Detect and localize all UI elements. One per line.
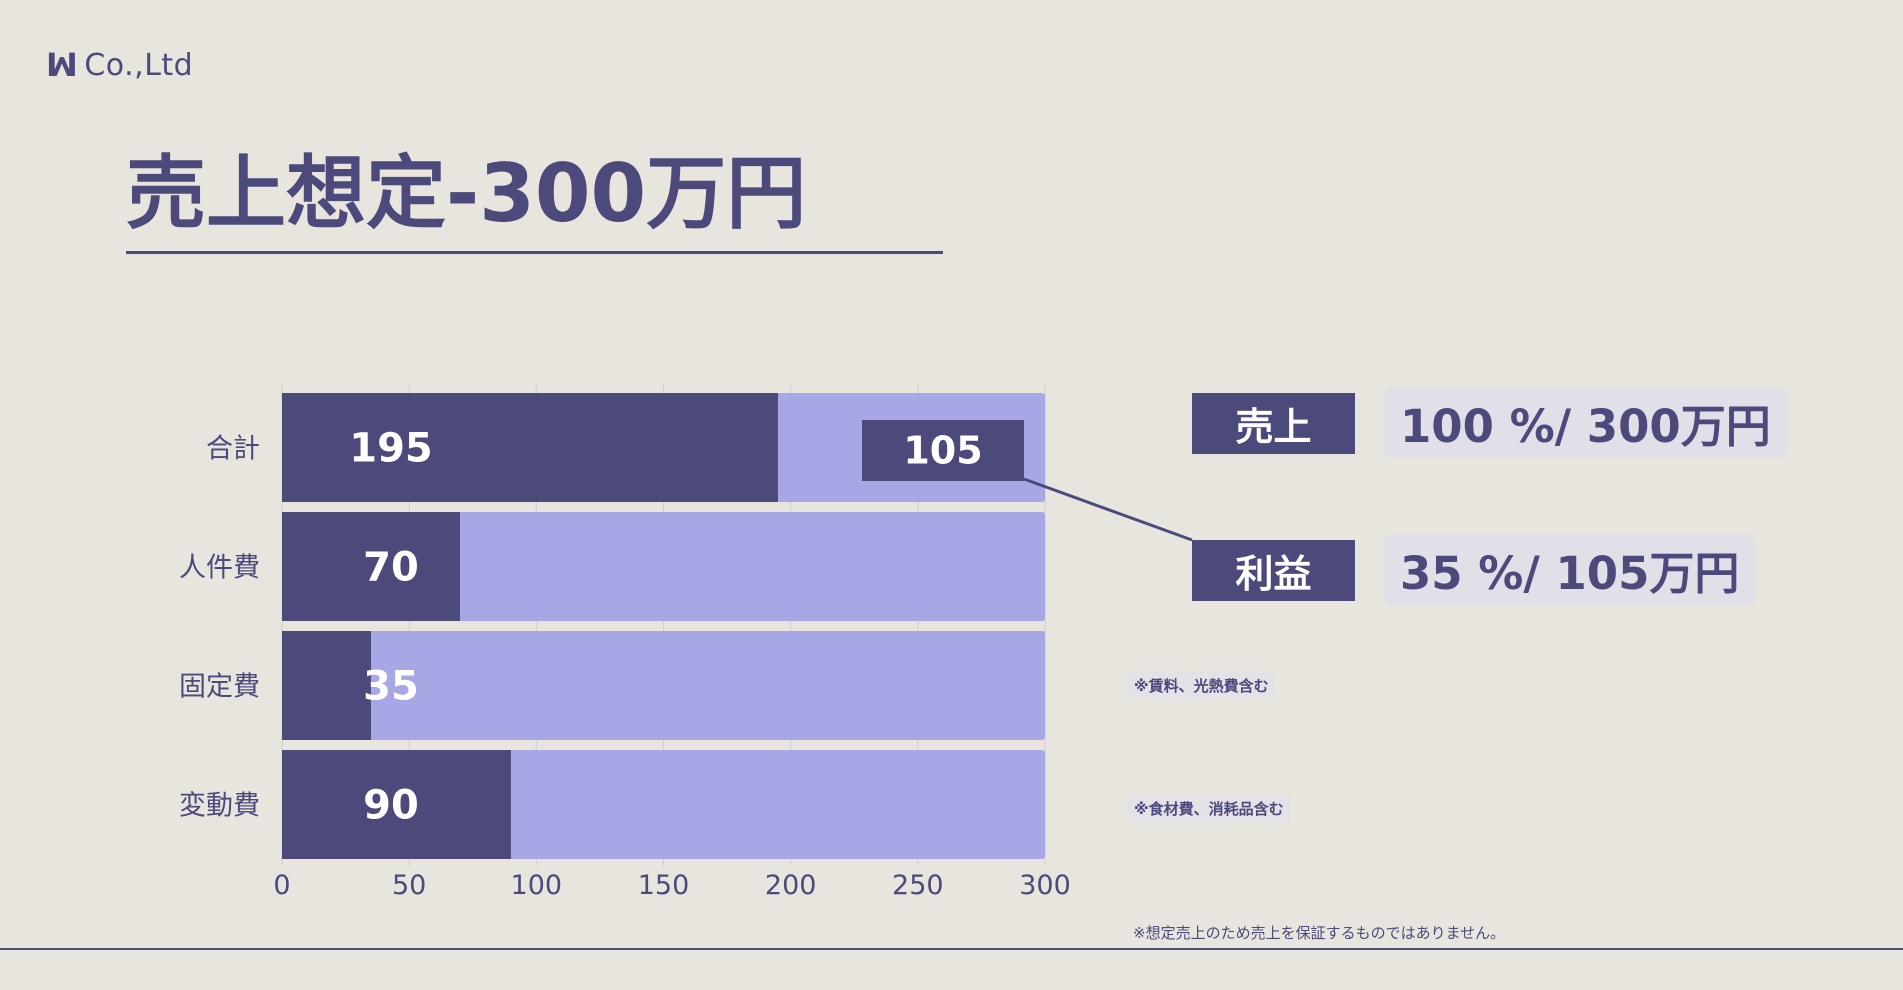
- callout-box: [862, 420, 1024, 481]
- x-tick-label-3: 150: [638, 870, 690, 901]
- x-tick-label-2: 100: [511, 870, 563, 901]
- bar-value-1: [282, 512, 461, 621]
- data-label-2: 35: [363, 664, 419, 710]
- bar-value-3: [282, 750, 511, 859]
- legend-label-sales: 売上: [1192, 393, 1355, 454]
- legend-value-sales: 100 %/ 300万円: [1384, 387, 1787, 458]
- category-label-2: 固定費: [179, 672, 260, 703]
- footer-line: [0, 948, 1903, 950]
- company-logo: ꟽ Co.,Ltd: [46, 46, 193, 84]
- legend-value-profit: 35 %/ 105万円: [1384, 534, 1756, 605]
- x-tick-label-6: 300: [1019, 870, 1071, 901]
- category-label-0: 合計: [206, 434, 260, 465]
- category-label-1: 人件費: [179, 553, 260, 584]
- logo-text: Co.,Ltd: [84, 47, 194, 83]
- x-tick-label-0: 0: [273, 870, 290, 901]
- callout-connector: [1023, 477, 1193, 542]
- disclaimer-text: ※想定売上のため売上を保証するものではありません。: [1133, 924, 1506, 942]
- logo-mark: ꟽ: [46, 46, 79, 84]
- note-variable-cost: ※食材費、消耗品含む: [1128, 795, 1290, 822]
- page-title: 売上想定-300万円: [126, 147, 807, 240]
- bar-value-2: [282, 631, 372, 740]
- category-label-3: 変動費: [179, 791, 260, 822]
- callout-label: 105: [903, 429, 982, 473]
- data-label-0: 195: [349, 426, 433, 472]
- bar-value-0: [282, 393, 778, 502]
- x-tick-label-5: 250: [892, 870, 944, 901]
- data-label-1: 70: [363, 545, 419, 591]
- x-tick-label-4: 200: [765, 870, 817, 901]
- data-label-3: 90: [363, 783, 419, 829]
- bar-remainder-2: [282, 631, 1045, 740]
- title-underline: [126, 251, 943, 254]
- legend-label-profit: 利益: [1192, 540, 1355, 601]
- x-tick-label-1: 50: [392, 870, 426, 901]
- bar-remainder-1: [282, 512, 1045, 621]
- note-fixed-cost: ※賃料、光熱費含む: [1128, 672, 1275, 699]
